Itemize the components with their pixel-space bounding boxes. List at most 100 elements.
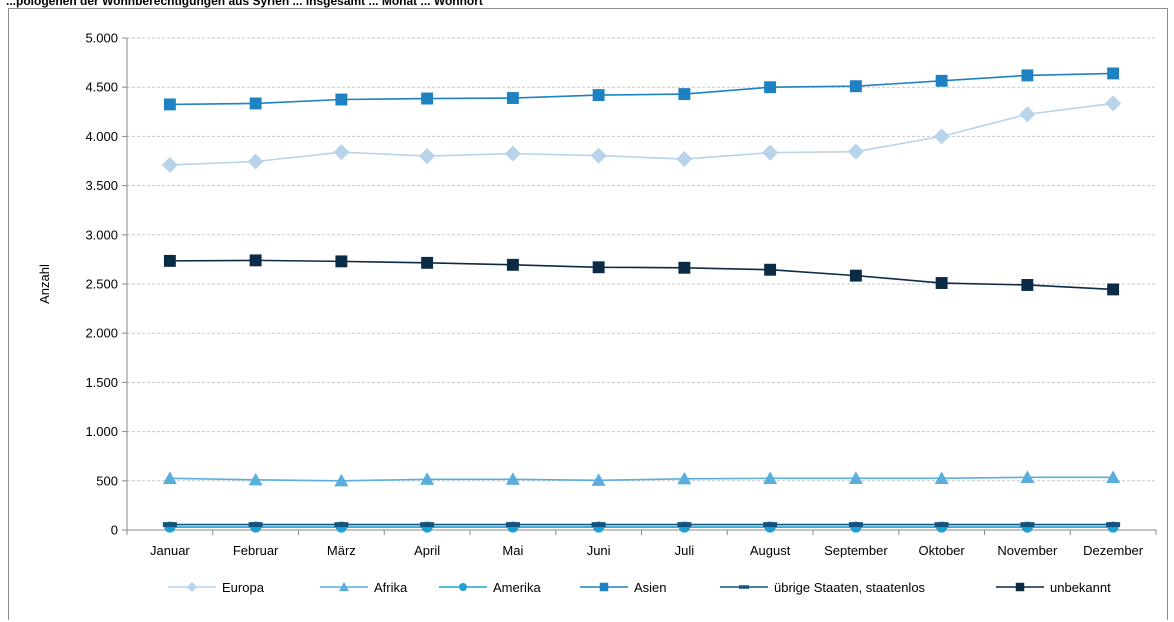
legend-label: Afrika <box>374 579 408 595</box>
data-point <box>678 261 691 274</box>
data-point <box>419 148 436 165</box>
chart-frame <box>8 8 1168 620</box>
legend-swatch <box>168 582 216 592</box>
data-point <box>1021 279 1034 291</box>
y-tick-label: 4.500 <box>85 80 118 95</box>
x-tick-label: September <box>824 543 888 558</box>
data-point <box>935 74 948 87</box>
data-point <box>1019 106 1036 123</box>
legend-marker <box>599 582 609 592</box>
data-point <box>162 522 177 528</box>
legend-label: übrige Staaten, staatenlos <box>774 579 926 595</box>
y-tick-label: 4.000 <box>85 129 118 144</box>
data-point <box>420 522 435 528</box>
legend-marker <box>459 583 467 591</box>
legend-marker <box>187 582 197 592</box>
data-point <box>505 522 520 528</box>
data-point <box>1020 522 1035 528</box>
data-point <box>506 258 519 271</box>
data-point <box>762 144 779 161</box>
series-line-0 <box>169 102 1114 166</box>
data-point <box>1021 69 1034 82</box>
legend-swatch <box>439 583 487 591</box>
data-point <box>934 522 949 528</box>
data-point <box>335 255 348 268</box>
data-point <box>847 143 864 160</box>
data-point <box>592 261 605 274</box>
x-tick-label: März <box>327 543 356 558</box>
x-tick-label: Januar <box>150 543 190 558</box>
legend-item: übrige Staaten, staatenlos <box>718 576 925 598</box>
legend-label: Amerika <box>493 579 541 595</box>
data-point <box>591 522 606 528</box>
y-tick-label: 500 <box>96 473 118 488</box>
data-point <box>848 522 863 528</box>
data-point <box>1107 283 1120 296</box>
data-point <box>677 522 692 528</box>
legend-marker <box>739 585 749 589</box>
y-tick-label: 5.000 <box>85 31 118 46</box>
data-point <box>677 471 692 485</box>
x-tick-label: Oktober <box>919 543 966 558</box>
x-tick-label: August <box>750 543 791 558</box>
data-point <box>1020 470 1035 483</box>
legend-item: Amerika <box>437 576 541 598</box>
data-point <box>333 144 350 161</box>
legend-swatch <box>996 582 1044 592</box>
series-line-1 <box>169 476 1114 482</box>
y-tick-label: 1.000 <box>85 424 118 439</box>
y-tick-label: 1.500 <box>85 375 118 390</box>
data-point <box>249 254 262 267</box>
data-point <box>849 80 862 93</box>
data-point <box>676 151 693 168</box>
y-tick-label: 0 <box>111 523 118 538</box>
legend-swatch <box>580 582 628 592</box>
x-tick-label: Juni <box>587 543 611 558</box>
legend-marker <box>1015 582 1025 592</box>
data-point <box>247 153 264 170</box>
data-point <box>678 88 691 101</box>
x-tick-label: Mai <box>502 543 523 558</box>
data-point <box>590 147 607 164</box>
legend-item: Afrika <box>318 576 407 598</box>
data-point <box>1107 67 1120 80</box>
data-point <box>849 269 862 282</box>
y-axis-label: Anzahl <box>37 264 52 304</box>
data-point <box>592 89 605 102</box>
legend-swatch <box>720 585 768 589</box>
data-point <box>504 145 521 162</box>
series-line-3 <box>169 72 1114 106</box>
x-tick-label: Februar <box>233 543 279 558</box>
data-point <box>248 472 263 486</box>
data-point <box>249 97 262 110</box>
data-point <box>763 471 778 484</box>
data-point <box>162 471 177 484</box>
data-point <box>506 92 519 104</box>
data-point <box>248 522 263 528</box>
data-point <box>1105 95 1122 112</box>
data-point <box>505 472 520 485</box>
legend-marker <box>339 582 349 591</box>
y-tick-label: 2.500 <box>85 277 118 292</box>
legend-item: Asien <box>578 576 667 598</box>
y-tick-label: 3.000 <box>85 227 118 242</box>
data-point <box>421 256 434 269</box>
data-point <box>763 522 778 528</box>
chart-legend: Europa Afrika Amerika Asien übrige Staaten, … <box>0 576 1174 598</box>
y-tick-label: 3.500 <box>85 178 118 193</box>
x-tick-label: November <box>997 543 1058 558</box>
legend-item: Europa <box>166 576 264 598</box>
data-point <box>421 92 434 105</box>
data-point <box>163 254 176 267</box>
data-point <box>334 473 349 487</box>
legend-item: unbekannt <box>994 576 1111 598</box>
x-tick-label: Dezember <box>1083 543 1144 558</box>
data-point <box>934 471 949 484</box>
data-point <box>764 81 777 94</box>
data-point <box>1106 470 1121 483</box>
data-point <box>591 473 606 486</box>
legend-label: Asien <box>634 579 667 595</box>
data-point <box>335 93 348 106</box>
data-point <box>935 277 948 289</box>
